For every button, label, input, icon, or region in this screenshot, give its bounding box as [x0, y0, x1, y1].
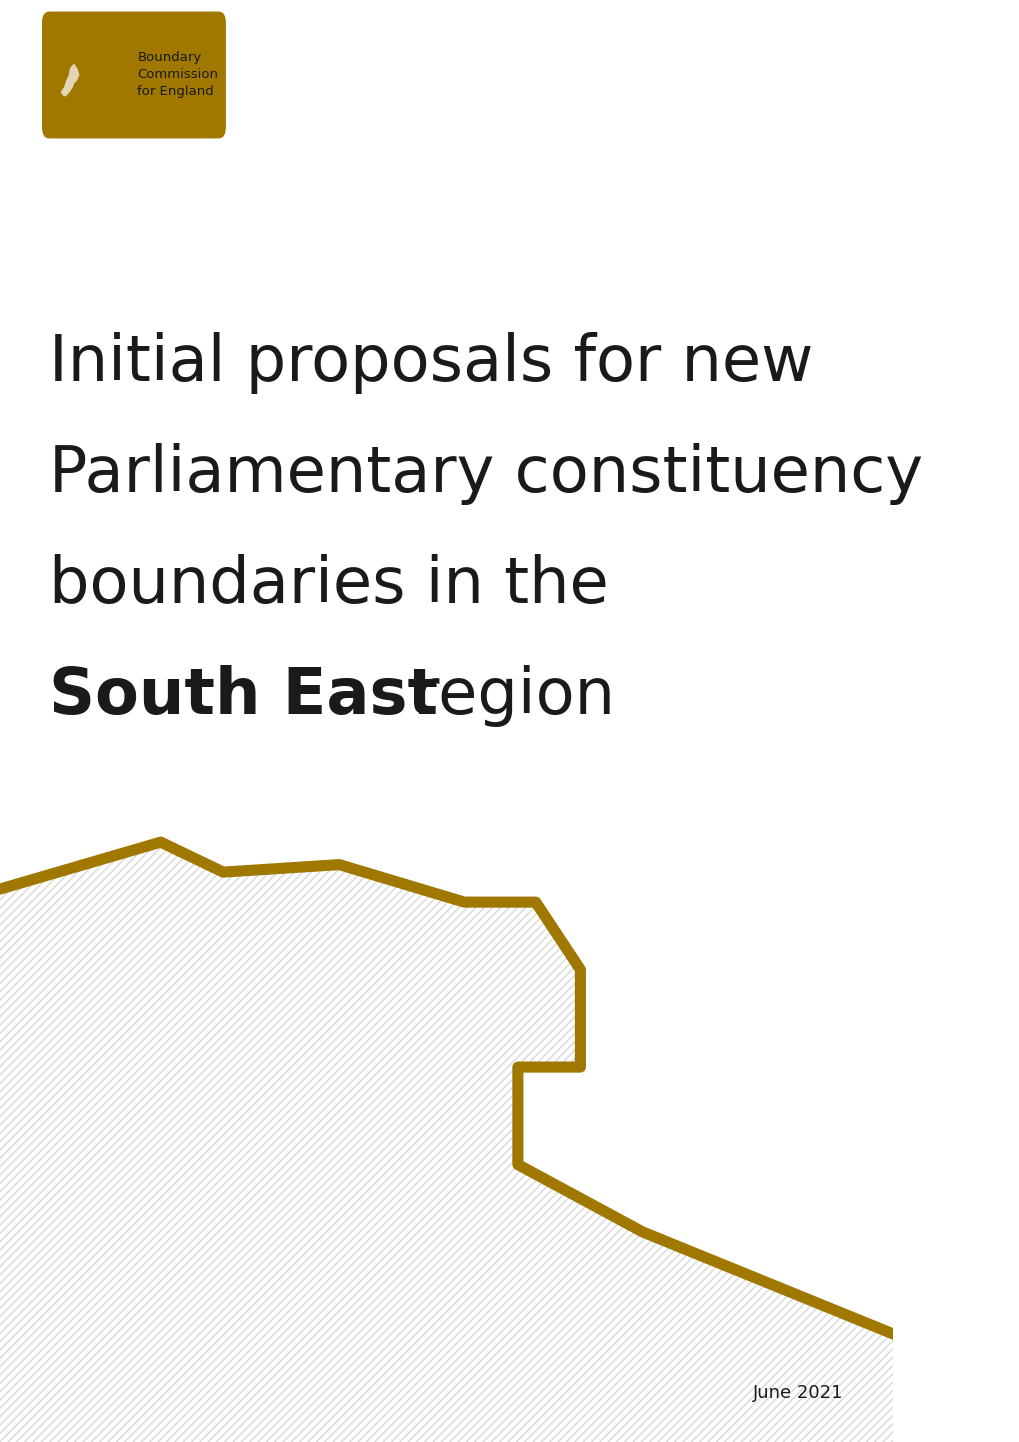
Text: South East: South East — [49, 665, 438, 727]
Text: boundaries in the: boundaries in the — [49, 554, 608, 616]
Polygon shape — [0, 842, 936, 1442]
Text: Initial proposals for new: Initial proposals for new — [49, 332, 813, 394]
Text: Boundary
Commission
for England: Boundary Commission for England — [138, 52, 218, 98]
Polygon shape — [61, 63, 79, 97]
Text: 🗺: 🗺 — [77, 58, 93, 81]
Text: June 2021: June 2021 — [753, 1384, 843, 1402]
FancyBboxPatch shape — [42, 12, 225, 138]
Text: Parliamentary constituency: Parliamentary constituency — [49, 443, 922, 505]
Text: region: region — [392, 665, 614, 727]
